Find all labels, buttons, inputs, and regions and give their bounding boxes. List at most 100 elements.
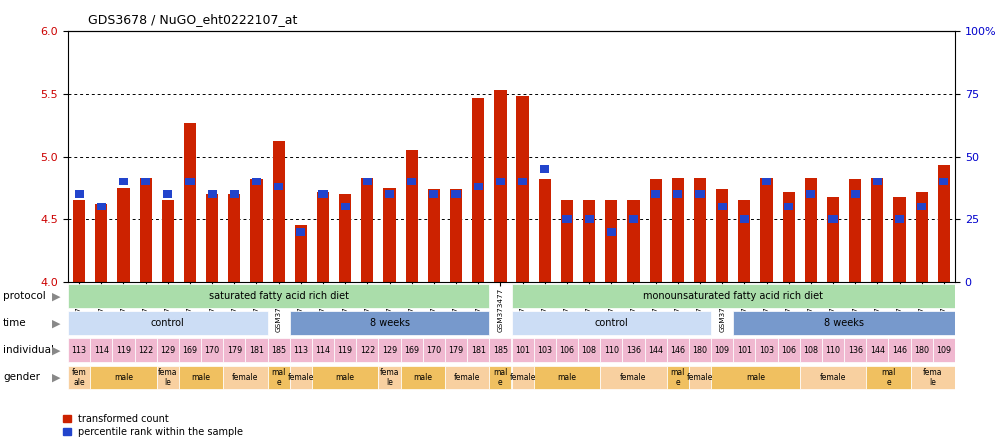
Bar — [97, 203, 106, 210]
Text: ▶: ▶ — [52, 291, 60, 301]
Bar — [317, 192, 329, 282]
Bar — [445, 338, 467, 362]
Bar — [208, 190, 217, 198]
Bar — [849, 179, 861, 282]
Bar — [68, 311, 268, 335]
Bar — [140, 178, 152, 282]
Bar — [733, 338, 755, 362]
Bar — [290, 311, 489, 335]
Bar — [428, 189, 440, 282]
Bar — [738, 200, 750, 282]
Bar — [578, 338, 600, 362]
Text: 129: 129 — [382, 346, 397, 355]
Bar — [585, 215, 594, 223]
Text: 119: 119 — [338, 346, 353, 355]
Bar — [135, 338, 157, 362]
Bar — [296, 228, 305, 235]
Bar — [760, 178, 773, 282]
Bar — [933, 338, 955, 362]
Bar — [312, 338, 334, 362]
Bar — [939, 178, 948, 185]
Bar — [206, 194, 218, 282]
Bar — [917, 203, 926, 210]
Text: 113: 113 — [72, 346, 87, 355]
Bar — [356, 338, 378, 362]
Bar — [673, 190, 682, 198]
Text: fema
le: fema le — [158, 368, 178, 387]
Bar — [290, 365, 312, 389]
Bar — [805, 178, 817, 282]
Bar — [645, 338, 667, 362]
Text: male: male — [336, 373, 355, 382]
Text: 136: 136 — [848, 346, 863, 355]
Bar — [806, 190, 815, 198]
Bar — [866, 338, 888, 362]
Bar — [378, 365, 401, 389]
Bar — [341, 203, 350, 210]
Text: 180: 180 — [692, 346, 707, 355]
Bar — [784, 203, 793, 210]
Text: ▶: ▶ — [52, 345, 60, 355]
Bar — [561, 200, 573, 282]
Text: GDS3678 / NuGO_eht0222107_at: GDS3678 / NuGO_eht0222107_at — [88, 13, 297, 26]
Text: 110: 110 — [826, 346, 841, 355]
Bar — [401, 365, 445, 389]
Text: 179: 179 — [227, 346, 242, 355]
Bar — [141, 178, 150, 185]
Bar — [406, 150, 418, 282]
Bar — [90, 338, 112, 362]
Bar — [494, 90, 507, 282]
Bar — [112, 338, 135, 362]
Bar — [230, 190, 239, 198]
Text: 114: 114 — [94, 346, 109, 355]
Bar — [157, 365, 179, 389]
Bar — [518, 178, 527, 185]
Bar — [185, 178, 195, 185]
Bar — [334, 338, 356, 362]
Bar — [711, 365, 800, 389]
Bar — [689, 338, 711, 362]
Bar — [562, 215, 572, 223]
Bar — [556, 338, 578, 362]
Bar — [450, 189, 462, 282]
Text: 108: 108 — [803, 346, 818, 355]
Bar — [472, 98, 484, 282]
Bar — [540, 165, 549, 173]
Bar — [290, 338, 312, 362]
Bar — [361, 178, 373, 282]
Text: 101: 101 — [737, 346, 752, 355]
Bar — [179, 338, 201, 362]
Bar — [312, 365, 378, 389]
Text: female: female — [687, 373, 713, 382]
Bar — [600, 338, 622, 362]
Bar — [117, 188, 130, 282]
Bar — [851, 190, 860, 198]
Bar — [68, 365, 90, 389]
Bar — [667, 365, 689, 389]
Bar — [223, 338, 245, 362]
Bar — [866, 365, 911, 389]
Text: ▶: ▶ — [52, 373, 60, 382]
Bar — [622, 338, 645, 362]
Text: fema
le: fema le — [923, 368, 943, 387]
Text: saturated fatty acid rich diet: saturated fatty acid rich diet — [209, 291, 349, 301]
Text: 181: 181 — [249, 346, 264, 355]
Bar — [162, 200, 174, 282]
Bar — [911, 365, 955, 389]
Text: female: female — [620, 373, 647, 382]
Bar — [401, 338, 423, 362]
Text: 109: 109 — [715, 346, 730, 355]
Text: 122: 122 — [138, 346, 153, 355]
Text: female: female — [509, 373, 536, 382]
Bar — [873, 178, 882, 185]
Bar — [179, 365, 223, 389]
Bar — [489, 338, 511, 362]
Text: 106: 106 — [559, 346, 574, 355]
Bar — [534, 338, 556, 362]
Text: 181: 181 — [471, 346, 486, 355]
Text: ▶: ▶ — [52, 318, 60, 328]
Text: mal
e: mal e — [881, 368, 896, 387]
Bar — [474, 183, 483, 190]
Bar — [445, 365, 489, 389]
Bar — [827, 197, 839, 282]
